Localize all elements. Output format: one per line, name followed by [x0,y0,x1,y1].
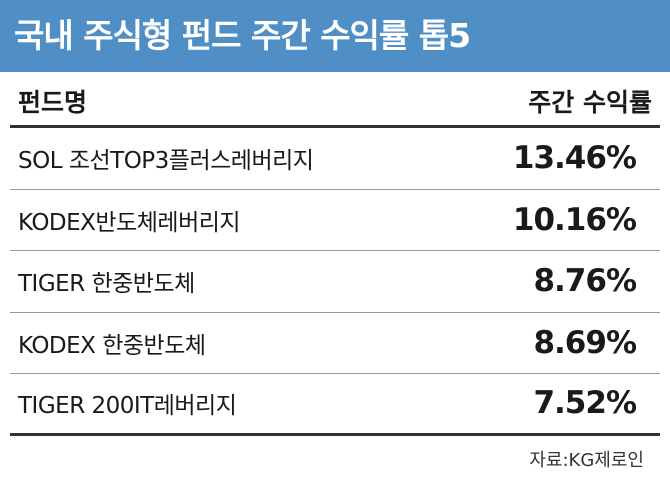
table-row: TIGER 한중반도체 8.76% [10,251,660,313]
weekly-return: 13.46% [512,140,637,177]
column-header: 주간 수익률 [528,87,652,117]
weekly-return: 8.69% [533,324,637,361]
table-body: SOL 조선TOP3플러스레버리지 13.46% KODEX반도체레버리지 10.16… [0,128,670,436]
fund-name: SOL 조선TOP3플러스레버리지 [18,148,314,175]
table-row: TIGER 200IT레버리지 7.52% [10,374,660,436]
fund-name: TIGER 200IT레버리지 [18,393,237,420]
table-row: KODEX반도체레버리지 10.16% [10,190,660,251]
table-row: SOL 조선TOP3플러스레버리지 13.46% [10,128,660,190]
fund-name: KODEX반도체레버리지 [18,209,241,236]
weekly-return: 7.52% [533,385,637,422]
weekly-return: 8.76% [533,263,637,300]
table-row: KODEX 한중반도체 8.69% [10,313,660,374]
source: 자료:KG제로인 [529,449,644,471]
table-header: 펀드명 주간 수익률 [10,72,660,128]
weekly-return: 10.16% [512,201,637,238]
fund-name: TIGER 한중반도체 [18,271,195,298]
fund-name: KODEX 한중반도체 [18,332,206,359]
title: 국내 주식형 펀드 주간 수익률 톱5 [0,0,670,72]
column-header: 펀드명 [18,87,88,117]
